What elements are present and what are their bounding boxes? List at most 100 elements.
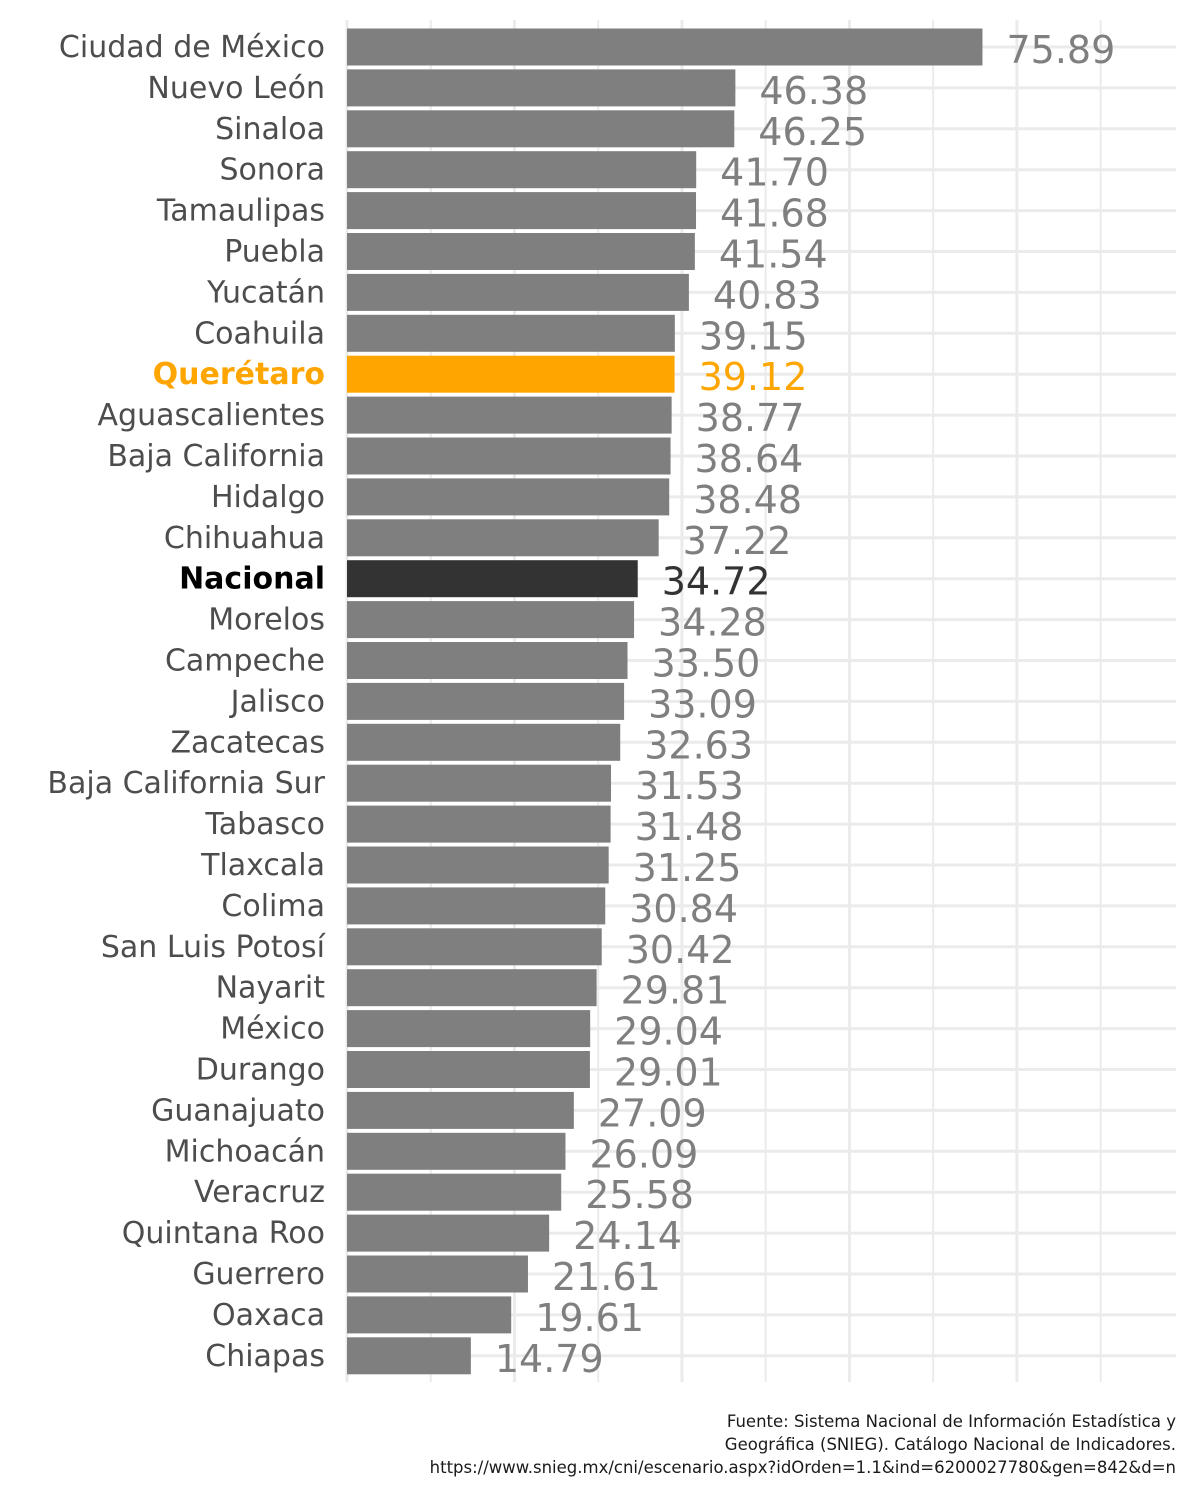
bar-tabasco [347,805,611,843]
value-label-puebla: 41.54 [719,233,828,277]
category-label-tabasco: Tabasco [204,807,325,842]
category-label-zacatecas: Zacatecas [170,725,325,760]
value-label-sinaloa: 46.25 [758,110,867,154]
value-label-ciudad-de-mexico: 75.89 [1006,28,1115,72]
category-label-tlaxcala: Tlaxcala [200,848,325,883]
bar-zacatecas [347,723,621,761]
category-label-durango: Durango [196,1053,325,1088]
value-label-aguascalientes: 38.77 [696,396,805,440]
category-label-guerrero: Guerrero [192,1257,325,1292]
bar-yucatan [347,273,689,311]
bar-chiapas [347,1337,471,1375]
category-label-coahuila: Coahuila [194,316,325,351]
value-label-oaxaca: 19.61 [535,1296,644,1340]
category-label-nuevo-leon: Nuevo León [147,71,325,106]
value-label-hidalgo: 38.48 [693,478,802,522]
bar-ciudad-de-mexico [347,28,983,66]
caption-line-1: Fuente: Sistema Nacional de Información … [726,1412,1176,1431]
bar-jalisco [347,682,625,720]
category-label-chihuahua: Chihuahua [164,521,325,556]
bar-chart: Ciudad de México Nuevo León Sinaloa Sonora T… [47,20,1176,1382]
bar-queretaro [347,355,675,393]
value-label-baja-california: 38.64 [695,437,804,481]
value-label-tabasco: 31.48 [635,805,744,849]
value-label-chiapas: 14.79 [495,1337,604,1381]
category-label-jalisco: Jalisco [229,684,325,719]
value-label-nayarit: 29.81 [621,969,730,1013]
category-label-queretaro: Querétaro [153,357,325,392]
category-label-mexico: México [220,1012,325,1047]
category-label-sinaloa: Sinaloa [215,112,325,147]
bar-guanajuato [347,1091,574,1129]
value-label-guerrero: 21.61 [552,1255,661,1299]
bar-baja-california [347,437,671,475]
value-label-san-luis-potosi: 30.42 [626,928,735,972]
bar-veracruz [347,1173,562,1211]
category-label-michoacan: Michoacán [165,1134,325,1169]
caption-line-3: https://www.snieg.mx/cni/escenario.aspx?… [429,1458,1176,1477]
category-label-morelos: Morelos [208,603,325,638]
category-label-hidalgo: Hidalgo [211,480,325,515]
bar-nayarit [347,969,597,1007]
value-labels: 75.89 46.3846.2541.7041.6841.5440.8339.15… [495,28,1115,1381]
value-label-baja-california-sur: 31.53 [635,764,744,808]
value-label-sonora: 41.70 [720,151,829,195]
category-label-sonora: Sonora [220,153,325,188]
value-label-guanajuato: 27.09 [598,1091,707,1135]
bar-chihuahua [347,519,659,557]
bar-quintana-roo [347,1214,550,1252]
value-label-zacatecas: 32.63 [644,723,753,767]
bar-baja-california-sur [347,764,612,802]
category-label-nayarit: Nayarit [216,971,326,1006]
bar-puebla [347,233,695,270]
value-label-morelos: 34.28 [658,601,767,645]
bar-mexico [347,1010,591,1048]
bar-guerrero [347,1255,528,1293]
bar-michoacan [347,1132,566,1170]
bar-nuevo-leon [347,69,736,107]
bar-tamaulipas [347,192,697,230]
category-label-baja-california-sur: Baja California Sur [47,766,325,801]
bar-san-luis-potosi [347,928,602,966]
category-label-campeche: Campeche [165,644,325,679]
value-label-tamaulipas: 41.68 [720,192,829,236]
value-label-nuevo-leon: 46.38 [759,69,868,113]
bars [347,28,983,1375]
bar-nacional [347,560,638,598]
bar-oaxaca [347,1296,512,1334]
category-label-tamaulipas: Tamaulipas [156,194,325,229]
value-label-veracruz: 25.58 [585,1173,694,1217]
category-label-nacional: Nacional [179,562,325,597]
bar-tlaxcala [347,846,609,884]
category-label-guanajuato: Guanajuato [151,1093,325,1128]
category-label-baja-california: Baja California [107,439,325,474]
value-label-michoacan: 26.09 [589,1132,698,1176]
bar-aguascalientes [347,396,672,434]
category-label-oaxaca: Oaxaca [212,1298,325,1333]
value-label-durango: 29.01 [614,1051,723,1095]
source-caption: Fuente: Sistema Nacional de Información … [276,1410,1176,1479]
bar-sonora [347,151,697,189]
bar-coahuila [347,314,675,352]
value-label-mexico: 29.04 [614,1010,723,1054]
value-label-nacional: 34.72 [662,560,771,604]
category-label-aguascalientes: Aguascalientes [98,398,325,433]
category-label-ciudad-de-mexico: Ciudad de México [59,30,325,65]
bar-morelos [347,601,635,639]
value-label-quintana-roo: 24.14 [573,1214,682,1258]
category-label-colima: Colima [221,889,325,924]
bar-hidalgo [347,478,670,516]
category-label-yucatan: Yucatán [206,275,325,310]
bar-colima [347,887,606,925]
category-label-veracruz: Veracruz [194,1175,325,1210]
value-label-chihuahua: 37.22 [683,519,792,563]
bar-campeche [347,642,628,679]
caption-line-2: Geográfica (SNIEG). Catálogo Nacional de… [724,1435,1176,1454]
category-label-quintana-roo: Quintana Roo [122,1216,325,1251]
value-label-tlaxcala: 31.25 [633,846,742,890]
category-label-chiapas: Chiapas [205,1339,325,1374]
bar-sinaloa [347,110,735,148]
value-label-colima: 30.84 [629,887,738,931]
category-labels: Ciudad de México Nuevo León Sinaloa Sonora T… [47,30,326,1374]
value-label-jalisco: 33.09 [648,682,757,726]
